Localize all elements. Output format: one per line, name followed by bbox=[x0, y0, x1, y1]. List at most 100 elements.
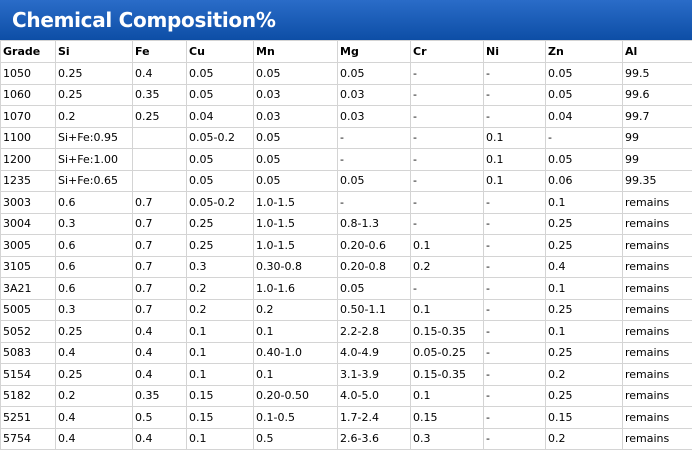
column-header: Zn bbox=[545, 40, 623, 63]
table-cell: 5005 bbox=[0, 298, 56, 321]
table-cell: 0.25 bbox=[132, 105, 187, 128]
table-cell: 1100 bbox=[0, 126, 56, 149]
table-cell: 0.03 bbox=[337, 83, 411, 106]
table-cell: remains bbox=[622, 191, 692, 214]
table-cell: - bbox=[483, 212, 546, 235]
table-cell: 0.25 bbox=[55, 62, 133, 85]
table-cell: 0.1 bbox=[186, 341, 254, 364]
table-cell: 99 bbox=[622, 126, 692, 149]
table-cell: 0.2 bbox=[545, 363, 623, 386]
table-cell: 0.15-0.35 bbox=[410, 363, 484, 386]
table-cell: 1.0-1.6 bbox=[253, 277, 338, 300]
composition-table: Grade Si Fe Cu Mn Mg Cr Ni Zn Al 1050 0.25 0.4 0.05 0… bbox=[0, 40, 692, 450]
table-cell: remains bbox=[622, 406, 692, 429]
table-cell: - bbox=[410, 191, 484, 214]
table-cell: 0.30-0.8 bbox=[253, 255, 338, 278]
table-cell: - bbox=[483, 406, 546, 429]
table-cell: - bbox=[410, 126, 484, 149]
table-cell: 0.4 bbox=[132, 363, 187, 386]
table-cell: 0.20-0.8 bbox=[337, 255, 411, 278]
table-cell: - bbox=[483, 384, 546, 407]
table-cell: 5083 bbox=[0, 341, 56, 364]
table-row: 3003 0.6 0.7 0.05-0.2 1.0-1.5- - -0.1 remains bbox=[0, 191, 692, 214]
table-cell: - bbox=[410, 212, 484, 235]
table-cell: - bbox=[545, 126, 623, 149]
column-header: Cu bbox=[186, 40, 254, 63]
table-body: 1050 0.25 0.4 0.05 0.05 0.05- -0.05 99.5 1060 0.2… bbox=[0, 62, 692, 450]
table-cell: 99 bbox=[622, 148, 692, 171]
table-cell: 0.4 bbox=[132, 320, 187, 343]
table-cell: - bbox=[410, 62, 484, 85]
table-cell: 1.7-2.4 bbox=[337, 406, 411, 429]
table-cell: remains bbox=[622, 298, 692, 321]
table-cell: 0.25 bbox=[545, 212, 623, 235]
table-cell: remains bbox=[622, 427, 692, 450]
table-row: 3A21 0.6 0.7 0.2 1.0-1.6 0.05- -0.1 remains bbox=[0, 277, 692, 300]
table-row: 3004 0.3 0.7 0.25 1.0-1.5 0.8-1.3- -0.25 remain… bbox=[0, 212, 692, 235]
table-cell: remains bbox=[622, 277, 692, 300]
table-cell: 1050 bbox=[0, 62, 56, 85]
table-cell: 0.1 bbox=[186, 427, 254, 450]
table-cell: 0.05 bbox=[186, 83, 254, 106]
table-cell: 0.05 bbox=[253, 126, 338, 149]
table-row: 3105 0.6 0.7 0.3 0.30-0.8 0.20-0.8 0.2-0.4 rema… bbox=[0, 255, 692, 278]
table-cell: 1070 bbox=[0, 105, 56, 128]
table-row: 5154 0.25 0.4 0.1 0.1 3.1-3.9 0.15-0.35-0.2 rem… bbox=[0, 363, 692, 386]
table-cell: 0.6 bbox=[55, 277, 133, 300]
table-cell: 0.7 bbox=[132, 212, 187, 235]
table-cell: 0.2 bbox=[253, 298, 338, 321]
table-cell: 3004 bbox=[0, 212, 56, 235]
table-cell: 0.05 bbox=[337, 277, 411, 300]
table-cell: - bbox=[410, 169, 484, 192]
column-header: Al bbox=[622, 40, 692, 63]
table-cell: 0.1-0.5 bbox=[253, 406, 338, 429]
table-cell: 0.25 bbox=[55, 83, 133, 106]
table-cell: 0.25 bbox=[55, 320, 133, 343]
table-cell: 0.7 bbox=[132, 191, 187, 214]
table-cell: remains bbox=[622, 363, 692, 386]
table-cell: 0.4 bbox=[545, 255, 623, 278]
table-row: 5083 0.4 0.4 0.1 0.40-1.0 4.0-4.9 0.05-0.25-0.… bbox=[0, 341, 692, 364]
table-cell: 0.15 bbox=[545, 406, 623, 429]
table-cell: 0.2 bbox=[186, 298, 254, 321]
table-cell: 0.04 bbox=[186, 105, 254, 128]
table-cell: 3005 bbox=[0, 234, 56, 257]
table-cell: 1.0-1.5 bbox=[253, 234, 338, 257]
table-cell: 1.0-1.5 bbox=[253, 212, 338, 235]
table-cell: 1235 bbox=[0, 169, 56, 192]
table-cell: 0.06 bbox=[545, 169, 623, 192]
table-cell: remains bbox=[622, 212, 692, 235]
table-cell: 5052 bbox=[0, 320, 56, 343]
table-cell: 0.05 bbox=[337, 169, 411, 192]
table-cell: - bbox=[483, 191, 546, 214]
column-header: Ni bbox=[483, 40, 546, 63]
table-cell: 0.04 bbox=[545, 105, 623, 128]
table-cell: 0.4 bbox=[132, 341, 187, 364]
table-cell: 5754 bbox=[0, 427, 56, 450]
table-cell: 0.1 bbox=[483, 169, 546, 192]
table-cell bbox=[132, 148, 187, 171]
table-cell: 0.6 bbox=[55, 191, 133, 214]
table-cell: - bbox=[483, 62, 546, 85]
table-cell: 0.4 bbox=[55, 406, 133, 429]
table-cell: 0.05-0.2 bbox=[186, 191, 254, 214]
table-cell: 0.4 bbox=[55, 341, 133, 364]
table-cell: 0.15-0.35 bbox=[410, 320, 484, 343]
table-cell: 0.1 bbox=[483, 148, 546, 171]
table-cell: 0.05 bbox=[545, 62, 623, 85]
table-cell: 99.6 bbox=[622, 83, 692, 106]
table-cell: 0.05 bbox=[253, 169, 338, 192]
table-cell: 0.03 bbox=[253, 83, 338, 106]
table-cell: 0.7 bbox=[132, 277, 187, 300]
table-cell: 0.3 bbox=[55, 298, 133, 321]
table-cell: Si+Fe:0.65 bbox=[55, 169, 133, 192]
table-cell: 0.1 bbox=[545, 191, 623, 214]
table-cell: 1060 bbox=[0, 83, 56, 106]
table-cell: 0.1 bbox=[186, 363, 254, 386]
table-cell: 0.15 bbox=[186, 384, 254, 407]
table-cell: 0.2 bbox=[55, 384, 133, 407]
table-cell: - bbox=[483, 83, 546, 106]
table-cell: 0.4 bbox=[55, 427, 133, 450]
table-cell: 3.1-3.9 bbox=[337, 363, 411, 386]
table-cell: remains bbox=[622, 255, 692, 278]
